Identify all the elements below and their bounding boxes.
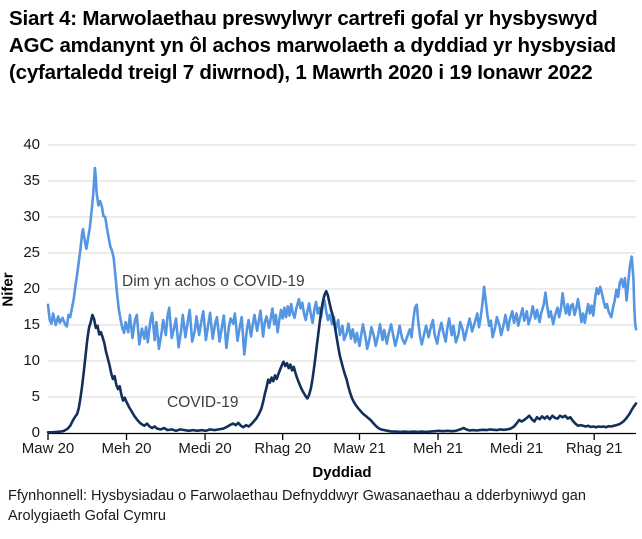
- x-tick-label-meh-20: Meh 20: [101, 440, 152, 457]
- x-axis-title: Dyddiad: [312, 464, 372, 481]
- y-tick-label-20: 20: [23, 280, 40, 297]
- series-label-dim-yn-achos-o-covid-19: Dim yn achos o COVID-19: [122, 273, 305, 290]
- y-tick-label-30: 30: [23, 208, 40, 225]
- y-tick-label-10: 10: [23, 352, 40, 369]
- series-line-covid-19: [46, 289, 638, 434]
- series-label-covid-19: COVID-19: [167, 394, 239, 411]
- y-tick-label-5: 5: [31, 388, 40, 405]
- source-note: Ffynhonnell: Hysbysiadau o Farwolaethau …: [8, 488, 586, 524]
- x-tick-label-medi-20: Medi 20: [178, 440, 232, 457]
- y-tick-label-35: 35: [23, 172, 40, 189]
- y-tick-label-15: 15: [23, 316, 40, 333]
- plot-svg: [46, 144, 638, 440]
- y-axis-title: Nifer: [0, 272, 17, 307]
- x-tick-label-rhag-20: Rhag 20: [254, 440, 312, 457]
- x-tick-label-maw-21: Maw 21: [333, 440, 386, 457]
- y-tick-label-40: 40: [23, 136, 40, 153]
- y-tick-label-25: 25: [23, 244, 40, 261]
- y-tick-label-0: 0: [31, 424, 40, 441]
- series-line-dim-yn-achos: [46, 166, 638, 356]
- x-tick-label-medi-21: Medi 21: [489, 440, 544, 457]
- x-tick-label-meh-21: Meh 21: [412, 440, 464, 457]
- x-tick-label-rhag-21: Rhag 21: [565, 440, 623, 457]
- x-tick-label-maw-20: Maw 20: [21, 440, 75, 457]
- chart-area: 0 5 10 15 20 25 30 35 40 Maw 20 Meh 20 Medi 20 Rhag…: [0, 136, 638, 481]
- chart-title: Siart 4: Marwolaethau preswylwyr cartref…: [9, 7, 616, 84]
